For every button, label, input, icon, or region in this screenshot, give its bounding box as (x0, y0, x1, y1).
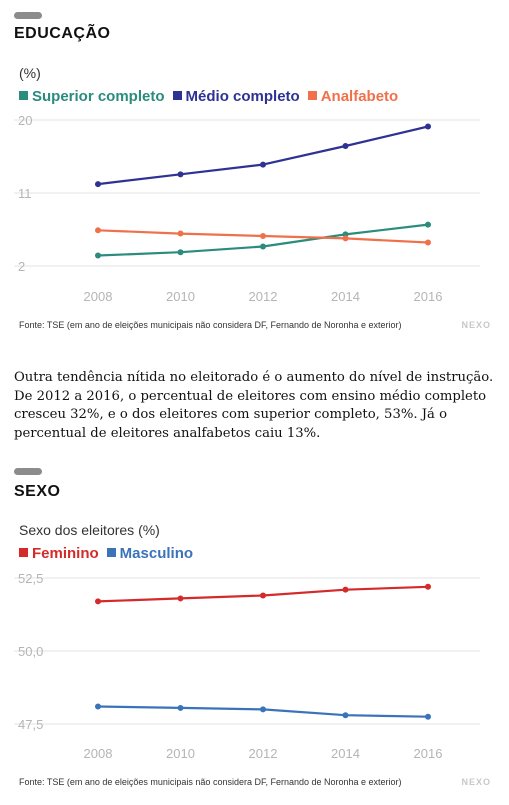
x-tick-label: 2008 (84, 289, 113, 304)
legend-swatch (19, 91, 28, 100)
chart-unit-label: Sexo dos eleitores (%) (19, 522, 160, 538)
data-point (260, 706, 266, 713)
data-point (342, 712, 349, 719)
x-tick-label: 2010 (166, 746, 195, 761)
x-tick-label: 2010 (166, 289, 195, 304)
x-tick-label: 2008 (84, 746, 113, 761)
data-point (425, 239, 431, 246)
data-point (425, 123, 431, 130)
nexo-logo: NEXO (461, 320, 491, 330)
data-point (95, 181, 101, 188)
data-point (260, 232, 266, 239)
data-point (95, 252, 101, 259)
data-point (425, 583, 431, 590)
legend-swatch (172, 91, 182, 100)
data-point (95, 227, 101, 234)
legend-label: Médio completo (185, 88, 300, 105)
y-tick-label: 20 (18, 113, 32, 128)
legend-item: Masculino (106, 545, 194, 562)
section-tag-bar (14, 12, 42, 19)
data-point (425, 221, 431, 228)
chart-source-note: Fonte: TSE (em ano de eleições municipai… (19, 777, 402, 787)
y-tick-label: 52,5 (18, 571, 43, 586)
y-tick-label: 11 (18, 186, 32, 201)
x-tick-label: 2012 (249, 289, 278, 304)
data-point (177, 230, 184, 237)
data-point (425, 713, 431, 720)
sex-line-chart: 47,5 50,0 52,5 2008 2010 2012 2014 2016 (14, 571, 480, 761)
data-point (177, 704, 184, 711)
education-line-chart: 2 11 20 2008 2010 2012 2014 2016 (14, 113, 480, 304)
y-tick-label: 47,5 (18, 717, 43, 732)
series-line-médio-completo (97, 125, 429, 186)
legend-label: Feminino (32, 545, 99, 562)
data-point (342, 142, 349, 149)
legend-item: Analfabeto (307, 88, 399, 105)
legend-swatch (106, 548, 116, 557)
legend-label: Masculino (119, 545, 194, 562)
nexo-logo: NEXO (461, 777, 491, 787)
legend-label: Analfabeto (320, 88, 399, 105)
data-point (342, 235, 349, 242)
data-point (260, 243, 266, 250)
data-point (260, 592, 266, 599)
legend-label: Superior completo (32, 88, 165, 105)
legend-swatch (19, 548, 28, 557)
x-tick-label: 2016 (414, 289, 443, 304)
chart-source-note: Fonte: TSE (em ano de eleições municipai… (19, 320, 402, 330)
x-tick-label: 2012 (249, 746, 278, 761)
chart-legend: Superior completo Médio completo Analfabet… (19, 88, 406, 105)
data-point (177, 171, 184, 178)
x-tick-label: 2014 (331, 289, 360, 304)
data-point (260, 161, 266, 168)
chart-legend: Feminino Masculino (19, 545, 201, 562)
x-tick-label: 2016 (414, 746, 443, 761)
section-title-educacao: EDUCAÇÃO (14, 25, 111, 42)
section-tag-bar (14, 468, 42, 475)
legend-swatch (307, 91, 317, 100)
data-point (95, 703, 101, 710)
legend-item: Superior completo (19, 88, 165, 105)
data-point (342, 586, 349, 593)
y-tick-label: 2 (18, 259, 25, 274)
data-point (177, 249, 184, 256)
section-title-sexo: SEXO (14, 483, 61, 500)
chart-unit-label: (%) (19, 65, 41, 81)
legend-item: Feminino (19, 545, 99, 562)
data-point (177, 595, 184, 602)
data-point (95, 598, 101, 605)
legend-item: Médio completo (172, 88, 300, 105)
x-tick-label: 2014 (331, 746, 360, 761)
article-paragraph: Outra tendência nítida no eleitorado é o… (14, 370, 494, 441)
y-tick-label: 50,0 (18, 644, 43, 659)
